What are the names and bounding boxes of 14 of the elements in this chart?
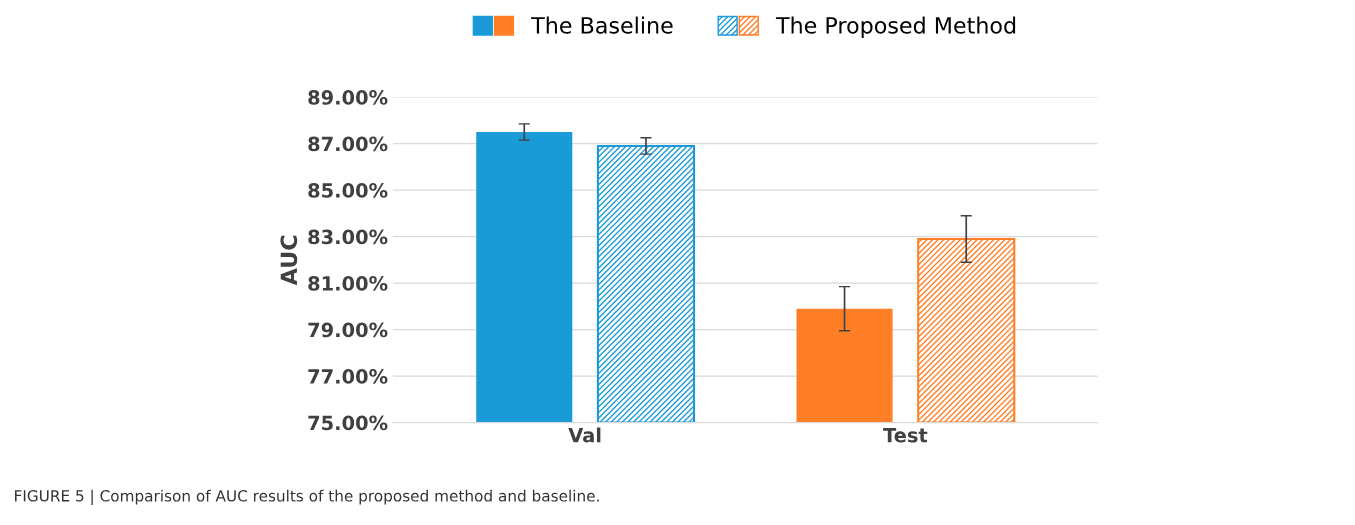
y-tick-label: 81.00% bbox=[308, 276, 388, 291]
x-tick-label: Val bbox=[568, 427, 601, 443]
caption: FIGURE 5 | Comparison of AUC results of the proposed method and baseline. bbox=[15, 489, 599, 505]
y-tick-label: 83.00% bbox=[308, 229, 388, 245]
y-tick-label: 85.00% bbox=[308, 183, 388, 198]
legend-label: The Baseline bbox=[531, 16, 673, 34]
y-tick-label: 77.00% bbox=[308, 369, 388, 384]
legend-label: The Proposed Method bbox=[775, 16, 1016, 39]
y-tick-label: 75.00% bbox=[308, 415, 388, 431]
x-tick-label: Test bbox=[883, 428, 928, 443]
y-tick-label: 87.00% bbox=[308, 136, 388, 152]
y-axis-title: AUC bbox=[280, 235, 298, 286]
y-tick-label: 89.00% bbox=[308, 90, 388, 105]
y-tick-label: 79.00% bbox=[308, 322, 388, 338]
